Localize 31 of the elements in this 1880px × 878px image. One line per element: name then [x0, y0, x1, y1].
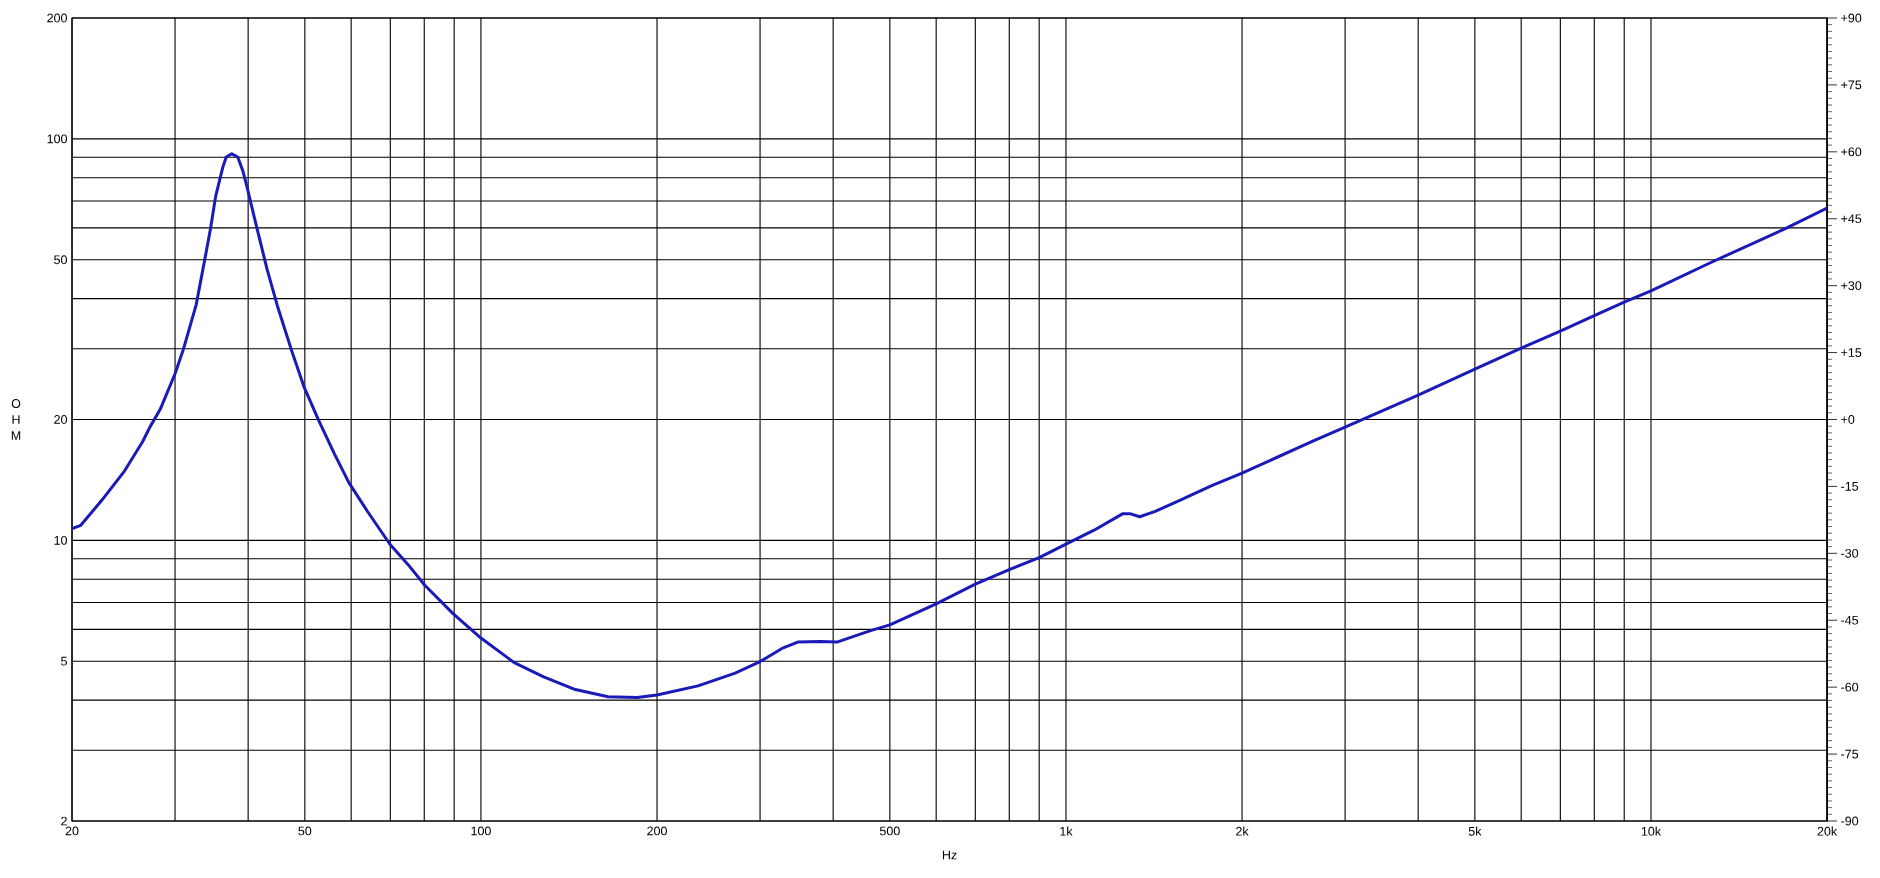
y2-tick-label: -60: [1841, 682, 1859, 692]
y2-tick-label: +60: [1841, 147, 1862, 157]
y-tick-label: 50: [54, 255, 67, 265]
y-tick-label: 5: [61, 656, 67, 666]
y2-tick-label: -15: [1841, 482, 1859, 491]
x-tick-label: 200: [647, 826, 667, 836]
y-tick-label: 10: [54, 535, 67, 545]
y2-tick-label: +15: [1841, 348, 1862, 357]
y-tick-label: 2: [61, 816, 67, 826]
y-tick-label: 200: [47, 13, 67, 23]
y2-tick-label: +90: [1841, 13, 1862, 23]
x-tick-label: 20k: [1817, 826, 1838, 836]
x-tick-label: 1k: [1060, 826, 1073, 836]
y2-tick-label: +75: [1841, 80, 1862, 90]
x-tick-label: 50: [298, 826, 312, 836]
x-tick-label: 2k: [1236, 826, 1249, 836]
y2-tick-label: -90: [1841, 816, 1859, 826]
y2-tick-label: +45: [1841, 214, 1862, 224]
y-axis-title: OHM: [11, 399, 21, 440]
y-tick-label: 20: [54, 415, 67, 424]
x-tick-label: 500: [879, 826, 900, 836]
y2-tick-label: -45: [1841, 615, 1859, 625]
y2-tick-label: +30: [1841, 281, 1862, 291]
y-tick-label: 100: [47, 134, 67, 144]
x-tick-label: 5k: [1468, 826, 1482, 836]
y2-tick-label: +0: [1841, 415, 1855, 424]
x-axis-title: Hz: [942, 850, 957, 860]
y2-tick-label: -75: [1841, 749, 1859, 759]
y2-tick-label: -30: [1841, 548, 1859, 558]
x-tick-label: 100: [471, 826, 491, 836]
x-tick-label: 10k: [1641, 826, 1662, 836]
